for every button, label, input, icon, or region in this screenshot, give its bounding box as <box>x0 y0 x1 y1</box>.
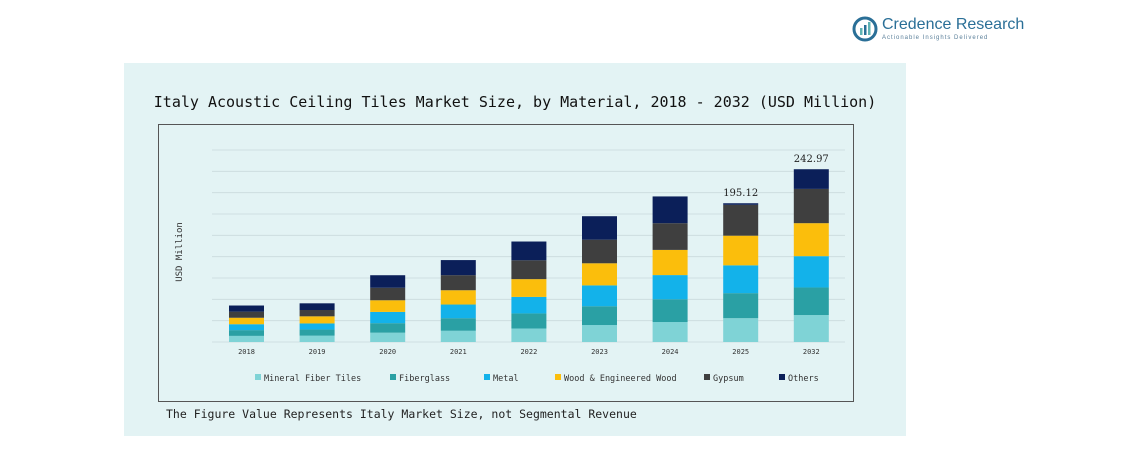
brand-tagline: Actionable Insights Delivered <box>882 35 989 41</box>
bar-segment <box>652 196 688 224</box>
legend-label: Others <box>788 374 819 384</box>
bar-segment <box>511 241 547 261</box>
brand-name: Credence Research <box>882 16 1025 33</box>
x-tick-label: 2019 <box>309 348 326 356</box>
legend-swatch <box>255 374 261 380</box>
bar-segment <box>370 275 406 288</box>
legend-label: Mineral Fiber Tiles <box>264 374 361 384</box>
bar-segment <box>440 330 476 342</box>
bar-segment <box>652 223 688 250</box>
bar-segment <box>582 263 617 286</box>
bar-segment <box>229 330 264 336</box>
bar-segment <box>440 304 476 319</box>
bar-segment <box>723 204 759 236</box>
data-label: 195.12 <box>723 188 758 199</box>
data-labels: 195.12 242.97 <box>723 154 829 199</box>
legend-swatch <box>779 374 785 380</box>
bar-segment <box>299 310 335 317</box>
bar-segment <box>370 311 406 324</box>
bar-segment <box>793 223 829 257</box>
bar-segment <box>229 305 264 312</box>
bar-segment <box>229 335 264 342</box>
bar-segment <box>440 260 476 276</box>
bar-segment <box>299 316 335 324</box>
x-tick-label: 2032 <box>803 348 820 356</box>
legend-label: Metal <box>493 374 519 384</box>
bar-segment <box>229 324 264 331</box>
chart-frame <box>158 124 854 402</box>
credence-logo-icon <box>852 16 878 42</box>
bar-segment <box>723 203 759 205</box>
legend-swatch <box>484 374 490 380</box>
bar-segment <box>582 239 617 264</box>
bar-segment <box>723 318 759 342</box>
bar-segment <box>582 306 617 326</box>
legend-label: Gypsum <box>713 374 744 384</box>
bar-segment <box>511 279 547 297</box>
bar-segment <box>440 290 476 305</box>
legend-swatch <box>555 374 561 380</box>
legend-label: Wood & Engineered Wood <box>564 374 677 384</box>
chart-legend: Mineral Fiber Tiles Fiberglass Metal Wood &… <box>255 374 819 384</box>
x-tick-label: 2018 <box>238 348 255 356</box>
bar-segment <box>723 265 759 294</box>
bar-segment <box>511 328 547 342</box>
bar-segment <box>511 313 547 329</box>
bar-segment <box>723 293 759 319</box>
bar-segment <box>793 256 829 288</box>
legend-label: Fiberglass <box>399 374 450 384</box>
bar-segment <box>793 188 829 224</box>
bar-segment <box>370 300 406 312</box>
bar-segment <box>229 317 264 325</box>
bar-segment <box>511 296 547 314</box>
brand-logo-block: Credence Research Actionable Insights De… <box>852 14 1024 44</box>
bar-segment <box>582 325 617 342</box>
bar-segment <box>582 216 617 240</box>
bar-segment <box>793 169 829 189</box>
bar-segment <box>652 249 688 276</box>
bar-segment <box>370 287 406 301</box>
bar-segment <box>299 323 335 330</box>
bar-segment <box>793 287 829 316</box>
chart-footnote: The Figure Value Represents Italy Market… <box>166 407 637 421</box>
bar-segment <box>723 235 759 266</box>
bar-segment <box>652 275 688 300</box>
bar-segment <box>511 260 547 280</box>
bar-segment <box>793 315 829 342</box>
x-tick-label: 2022 <box>520 348 537 356</box>
bar-segment <box>370 332 406 342</box>
x-tick-labels: 2018 2019 2020 2021 2022 2023 2024 2025 2032 <box>238 348 820 356</box>
bar-segment <box>652 299 688 323</box>
x-tick-label: 2023 <box>591 348 608 356</box>
legend-swatch <box>704 374 710 380</box>
bar-segment <box>299 303 335 310</box>
bar-segment <box>440 275 476 291</box>
legend-swatch <box>390 374 396 380</box>
x-tick-label: 2024 <box>662 348 679 356</box>
bar-segment <box>299 335 335 342</box>
bar-series-group <box>229 169 829 342</box>
bar-segment <box>370 323 406 333</box>
bar-segment <box>299 329 335 336</box>
chart-title: Italy Acoustic Ceiling Tiles Market Size… <box>153 93 877 111</box>
bar-segment <box>582 285 617 307</box>
x-tick-label: 2020 <box>379 348 396 356</box>
bar-segment <box>652 322 688 342</box>
bar-segment <box>440 318 476 331</box>
x-tick-label: 2021 <box>450 348 467 356</box>
x-tick-label: 2025 <box>732 348 749 356</box>
bar-segment <box>229 311 264 318</box>
y-axis-label: USD Million <box>175 222 185 282</box>
data-label: 242.97 <box>794 154 829 165</box>
